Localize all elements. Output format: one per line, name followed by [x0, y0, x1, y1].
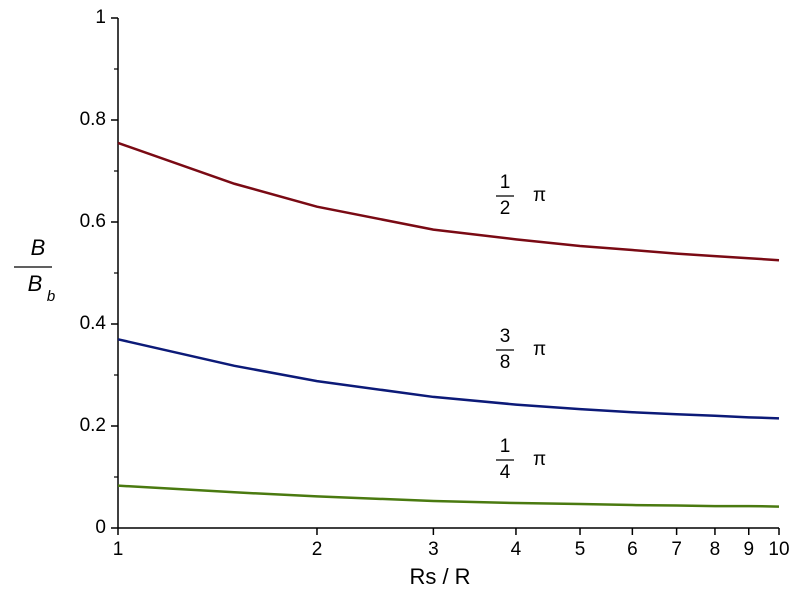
y-tick-label: 0 [95, 517, 106, 538]
x-tick-label: 5 [575, 539, 586, 560]
annotation-numerator: 1 [500, 436, 511, 457]
annotation-numerator: 3 [500, 326, 511, 347]
line-series [117, 484, 780, 508]
annotation-denominator: 4 [500, 462, 511, 483]
y-tick-label: 0.8 [80, 109, 106, 130]
annotation-denominator: 2 [500, 198, 511, 219]
annotation-numerator: 1 [500, 172, 511, 193]
x-tick-label: 8 [710, 539, 721, 560]
y-tick-label: 0.6 [80, 211, 106, 232]
x-tick-label: 9 [743, 539, 754, 560]
x-tick-label: 6 [627, 539, 638, 560]
x-tick-label: 1 [113, 539, 124, 560]
annotation-symbol: π [533, 449, 546, 470]
line-series [117, 338, 780, 420]
line-series [117, 141, 780, 262]
x-tick-label: 7 [671, 539, 682, 560]
y-tick-label: 0.4 [80, 313, 107, 334]
y-label-subscript: b [47, 288, 55, 305]
y-tick-label: 0.2 [80, 415, 106, 436]
y-label-numerator: B [31, 235, 46, 260]
annotation-symbol: π [533, 339, 546, 360]
annotation-denominator: 8 [500, 352, 511, 373]
annotation-symbol: π [533, 185, 546, 206]
x-axis-label: Rs / R [409, 564, 470, 589]
y-label-denominator: B [28, 271, 43, 296]
x-tick-label: 4 [511, 539, 522, 560]
x-tick-label: 2 [312, 539, 323, 560]
x-tick-label: 10 [768, 539, 789, 560]
x-tick-label: 3 [428, 539, 439, 560]
y-tick-label: 1 [95, 7, 106, 28]
